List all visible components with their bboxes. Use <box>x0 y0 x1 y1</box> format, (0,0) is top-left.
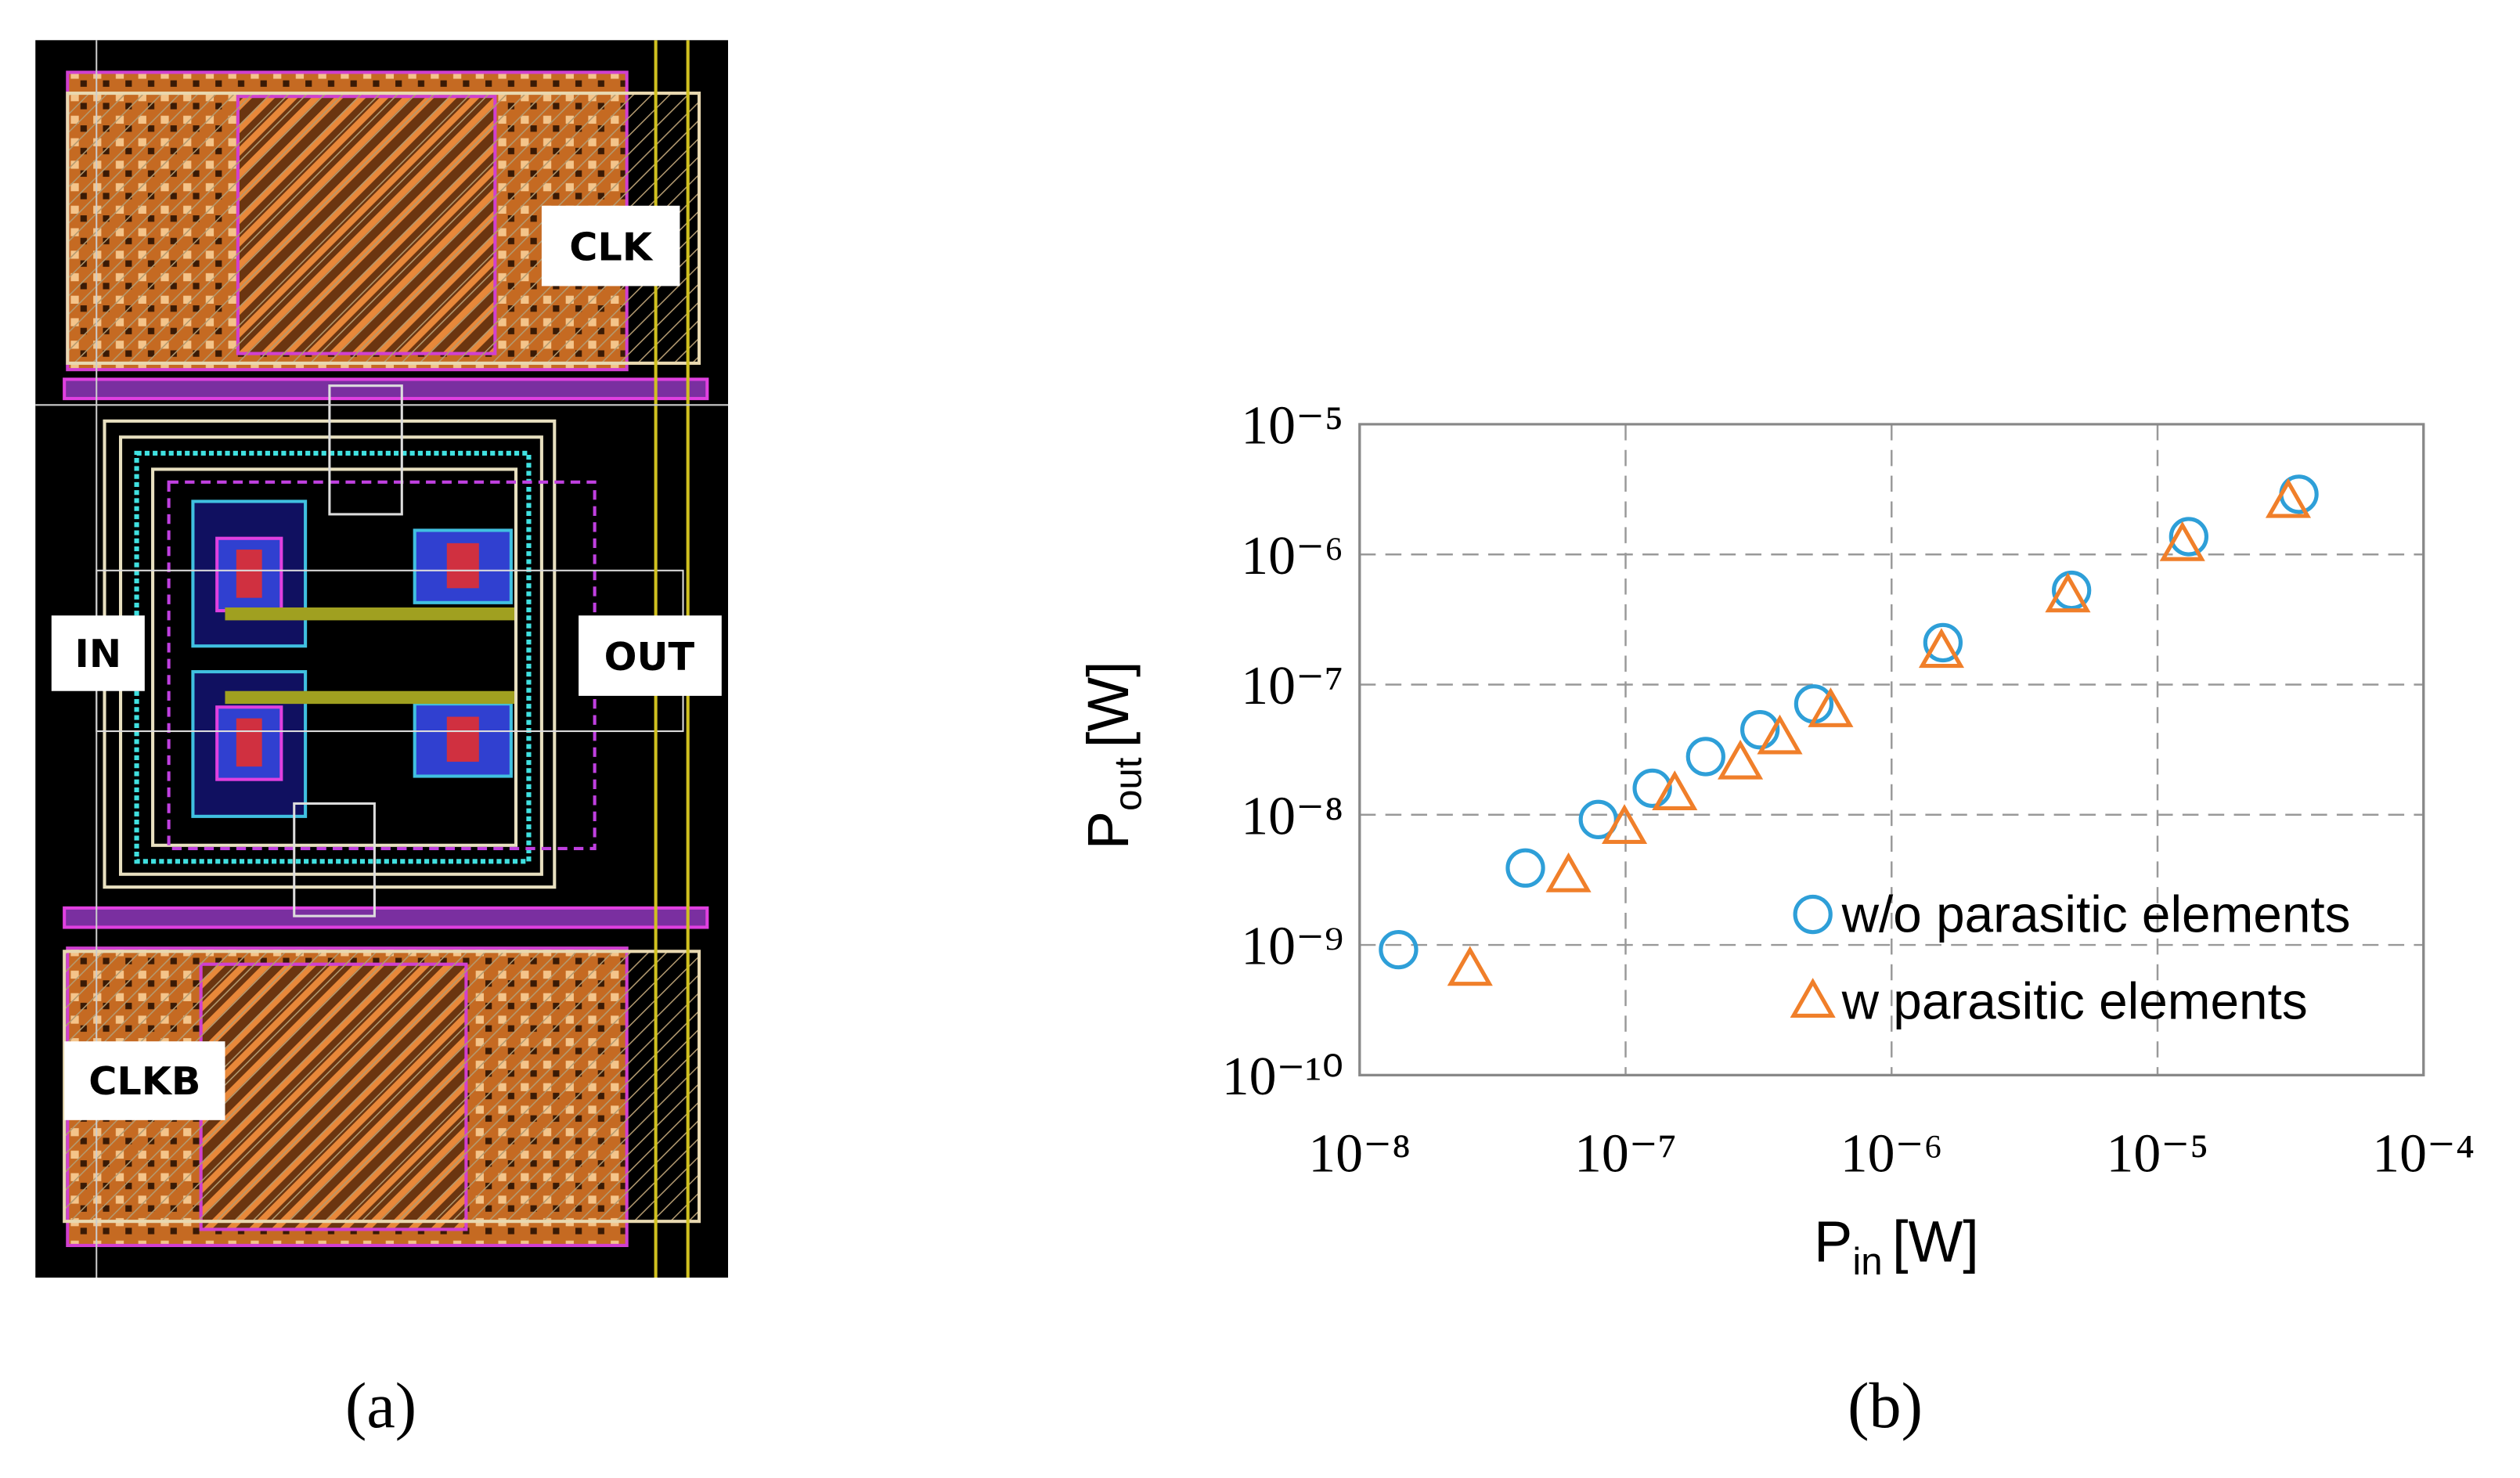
legend-label: w parasitic elements <box>1841 973 2308 1030</box>
circle-marker <box>1793 894 1833 935</box>
circle-marker <box>2052 570 2092 611</box>
triangle-marker <box>2045 572 2091 613</box>
x-tick-label: 10⁻⁶ <box>1840 1124 1943 1184</box>
circle-marker <box>1923 622 1963 663</box>
circle-marker <box>2168 517 2209 557</box>
y-tick-label: 10⁻⁸ <box>1241 786 1343 846</box>
x-tick-label: 10⁻⁷ <box>1574 1124 1677 1184</box>
y-tick-label: 10⁻⁶ <box>1241 526 1343 586</box>
caption: (b) <box>1848 1370 1923 1441</box>
y-axis-label-subscript: out <box>1107 757 1150 811</box>
y-tick-label: 10⁻⁷ <box>1241 656 1343 716</box>
x-tick-label: 10⁻⁵ <box>2107 1124 2209 1184</box>
plot-border <box>1358 423 2425 1076</box>
x-tick-label: 10⁻⁴ <box>2372 1124 2475 1184</box>
triangle-marker <box>1790 978 1836 1018</box>
triangle-marker <box>1718 739 1764 780</box>
triangle-marker <box>1918 628 1965 669</box>
triangle-marker <box>1545 852 1592 892</box>
circle-marker <box>1632 768 1672 808</box>
x-axis-label-unit: [W] <box>1892 1209 1979 1274</box>
label-box <box>51 615 145 691</box>
caption: (a) <box>345 1370 416 1441</box>
layout-panel: CLK IN OUT CLKB (a) <box>35 40 729 1441</box>
transistors <box>96 384 684 917</box>
y-tick-label: 10⁻⁵ <box>1241 396 1343 456</box>
y-axis-label-unit: [W] <box>1076 661 1141 748</box>
chart-panel: (b) Pin [W] Pout[W] 10⁻⁸ 10⁻⁷ 10⁻⁶ 10⁻⁵ 10⁻⁴1… <box>1076 396 2475 1441</box>
y-axis-label: Pout [W] <box>1076 661 1149 849</box>
circle-marker <box>1739 710 1780 750</box>
x-axis-label: Pin [W] <box>1814 1209 1979 1282</box>
label-box <box>541 205 680 287</box>
circle-marker <box>1379 929 1419 970</box>
rail-bottom <box>63 906 709 929</box>
x-tick-label: 10⁻⁸ <box>1308 1124 1411 1184</box>
pin-label: IN <box>75 631 122 676</box>
triangle-marker <box>1757 714 1803 755</box>
circle-marker <box>1685 737 1725 777</box>
pin-label: CLKB <box>88 1058 200 1104</box>
rail-top <box>63 377 709 401</box>
x-axis-label-symbol: P <box>1814 1209 1852 1274</box>
triangle-marker <box>1447 946 1493 986</box>
triangle-marker <box>1808 687 1854 727</box>
triangle-marker <box>2265 478 2312 518</box>
label-box <box>579 615 722 696</box>
triangle-marker <box>1652 770 1698 811</box>
label-box <box>64 1041 225 1120</box>
legend-label: w/o parasitic elements <box>1841 886 2351 943</box>
pin-label: CLK <box>569 225 654 270</box>
y-axis-label-symbol: P <box>1076 811 1141 849</box>
y-tick-label: 10⁻¹⁰ <box>1222 1047 1344 1107</box>
x-axis-label-subscript: in <box>1852 1240 1882 1283</box>
triangle-marker <box>1601 804 1648 844</box>
circle-marker <box>1505 848 1545 888</box>
triangle-marker <box>2159 521 2205 561</box>
pin-label: OUT <box>604 634 695 680</box>
y-tick-label: 10⁻⁹ <box>1241 917 1343 977</box>
